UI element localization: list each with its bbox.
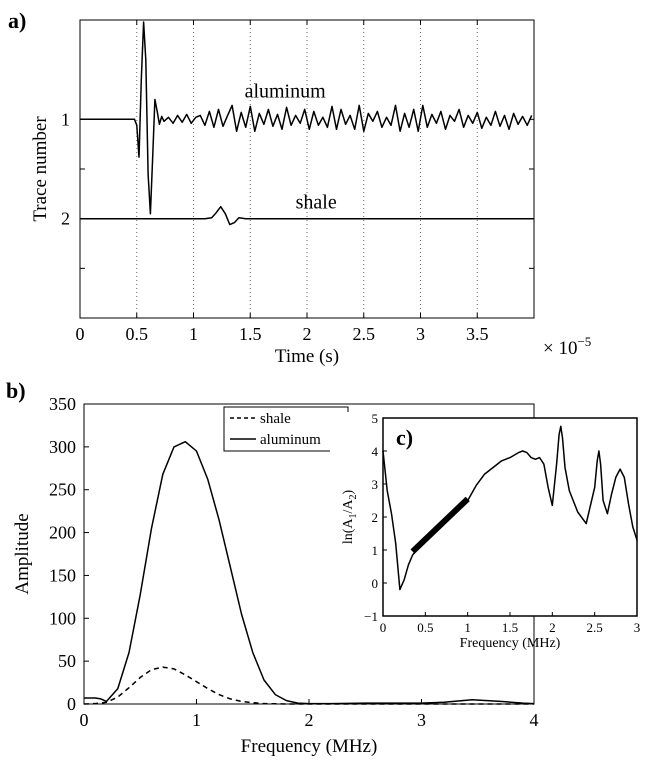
ylabel-part-3: )	[341, 490, 356, 495]
panel-b-series	[83, 440, 535, 705]
y-tick-label: 150	[49, 565, 76, 585]
y-tick-label: 0	[372, 576, 379, 591]
panel-a: a) 0 0.5 1 1.5 2 2.5 3 3.5 12 aluminum shale Ti…	[8, 8, 591, 367]
y-tick-label: −1	[364, 609, 378, 624]
panel-b-y-axis-label: Amplitude	[12, 513, 33, 594]
panel-c-x-axis-label: Frequency (MHz)	[460, 636, 561, 651]
x-tick-label: 0.5	[126, 324, 149, 344]
ylabel-part-1: ln(A	[341, 518, 356, 545]
panel-c-x-ticks: 0 0.5 1 1.5 2 2.5 3	[380, 612, 641, 635]
x-tick-label: 0	[80, 710, 89, 730]
y-tick-label: 5	[372, 411, 379, 426]
x-multiplier-base: × 10	[543, 338, 577, 359]
x-tick-label: 0	[380, 620, 387, 635]
x-tick-label: 3	[417, 710, 426, 730]
ylabel-part-2: /A	[341, 499, 356, 514]
annotation-aluminum: aluminum	[245, 80, 327, 102]
x-tick-label: 2	[549, 620, 556, 635]
panel-b-legend: shale aluminum	[223, 406, 349, 452]
y-tick-label: 3	[372, 477, 379, 492]
x-tick-label: 0.5	[417, 620, 433, 635]
spectrum-aluminum	[84, 440, 535, 705]
x-tick-label: 2	[305, 710, 314, 730]
legend-label-aluminum: aluminum	[260, 432, 321, 448]
x-tick-label: 1.5	[502, 620, 518, 635]
y-tick-label: 1	[372, 543, 379, 558]
x-multiplier-exponent: −5	[577, 334, 591, 349]
legend-box	[223, 406, 349, 452]
y-tick-label: 200	[49, 523, 76, 543]
x-tick-label: 3	[634, 620, 641, 635]
x-tick-label: 1	[464, 620, 471, 635]
y-tick-label: 50	[58, 651, 76, 671]
panel-b-x-axis-label: Frequency (MHz)	[241, 736, 378, 757]
y-tick-label: 100	[49, 608, 76, 628]
trace-shale	[80, 205, 534, 226]
trace-aluminum	[80, 21, 533, 215]
x-tick-label: 2	[303, 324, 312, 344]
panel-a-x-ticks: 0 0.5 1 1.5 2 2.5 3 3.5	[76, 20, 489, 344]
x-tick-label: 1	[192, 710, 201, 730]
y-tick-label: 250	[49, 480, 76, 500]
panel-b-x-ticks: 0 1 2 3 4	[80, 699, 539, 730]
y-tick-label: 350	[49, 394, 76, 414]
x-tick-label: 0	[76, 324, 85, 344]
ylabel-sub-1: 1	[348, 514, 359, 519]
panel-b-y-ticks: 0 50 100 150 200 250 300 350	[49, 394, 89, 714]
x-tick-label: 2.5	[353, 324, 376, 344]
x-tick-label: 3.5	[466, 324, 489, 344]
legend-label-shale: shale	[260, 411, 291, 427]
panel-a-x-multiplier: × 10−5	[543, 334, 591, 359]
panel-c-y-ticks: −1 0 1 2 3 4 5	[364, 411, 387, 624]
y-tick-label: 300	[49, 437, 76, 457]
panel-a-label: a)	[8, 8, 26, 33]
panel-a-y-ticks: 12	[61, 19, 534, 319]
panel-a-series	[80, 21, 534, 226]
ylabel-sub-2: 2	[348, 495, 359, 500]
panel-c-y-axis-label: ln(A1/A2)	[341, 490, 359, 545]
spectrum-shale	[83, 666, 534, 705]
panel-a-x-axis-label: Time (s)	[275, 346, 339, 367]
x-tick-label: 2.5	[587, 620, 603, 635]
y-tick-label: 4	[372, 444, 379, 459]
annotation-shale: shale	[296, 192, 337, 214]
y-tick-label: 2	[61, 209, 70, 229]
panel-a-y-axis-label: Trace number	[30, 116, 51, 222]
y-tick-label: 2	[372, 510, 379, 525]
y-tick-label: 1	[61, 109, 70, 129]
panel-c-series	[382, 425, 638, 591]
panel-c-label: c)	[396, 425, 413, 450]
x-tick-label: 3	[416, 324, 425, 344]
panel-c-label-bg	[393, 423, 433, 453]
panel-a-grid	[136, 20, 478, 318]
x-tick-label: 4	[530, 710, 539, 730]
panel-b-label: b)	[6, 378, 26, 403]
fit-segment	[410, 496, 470, 554]
x-tick-label: 1.5	[239, 324, 262, 344]
y-tick-label: 0	[67, 694, 76, 714]
x-tick-label: 1	[189, 324, 198, 344]
